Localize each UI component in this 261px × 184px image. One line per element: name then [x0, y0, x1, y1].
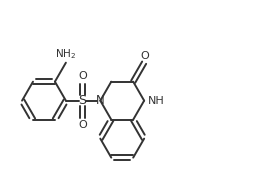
Text: NH: NH [148, 96, 164, 106]
Text: S: S [78, 94, 86, 107]
Text: O: O [140, 51, 149, 61]
Text: NH$_2$: NH$_2$ [55, 47, 76, 61]
Text: O: O [78, 71, 87, 81]
Text: N: N [96, 94, 105, 107]
Text: O: O [78, 121, 87, 130]
